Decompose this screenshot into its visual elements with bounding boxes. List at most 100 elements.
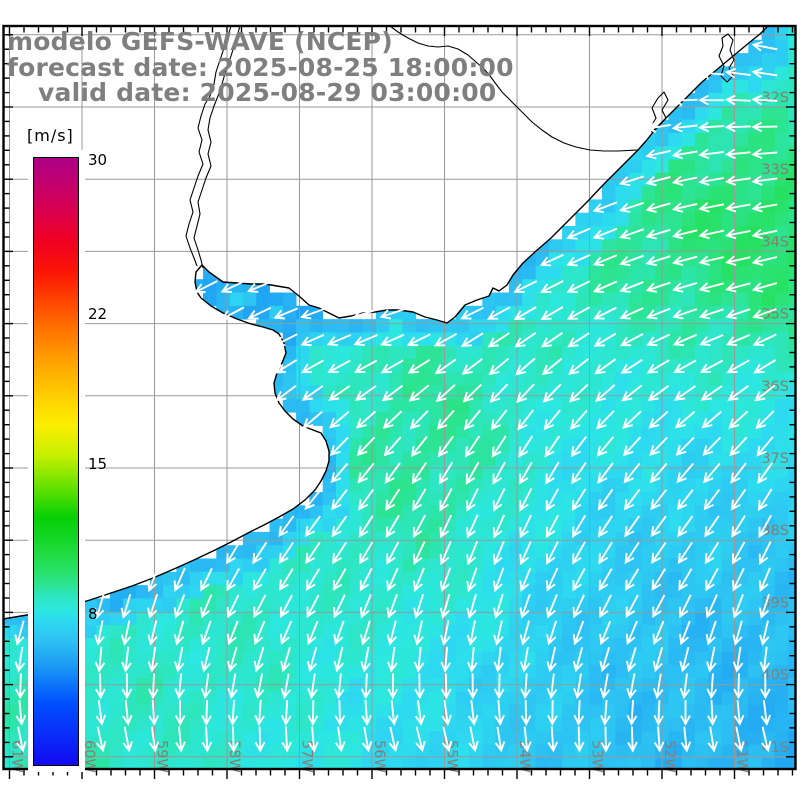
wind-arrow [645,175,671,187]
wind-arrow [300,359,324,374]
wind-arrow [439,514,453,539]
wind-arrow [519,593,531,619]
wind-arrow [673,359,697,373]
wind-arrow [593,332,617,347]
colorbar-tick-label-8: 8 [88,605,98,623]
wind-arrow [148,699,160,726]
wind-arrow [280,699,292,726]
wind-arrow [414,673,425,700]
wind-arrow [754,384,776,402]
wind-arrow [751,175,778,186]
wind-arrow [519,646,531,673]
wind-arrow [626,647,637,673]
wind-arrow [671,148,698,160]
wind-arrow [546,620,558,646]
wind-arrow [334,726,346,753]
wind-arrow [671,228,698,240]
wind-arrow [760,699,772,726]
wind-arrow [358,488,375,511]
wind-arrow [434,358,457,375]
wind-arrow [227,647,238,673]
wind-arrow [645,228,671,240]
wind-arrow [730,488,747,511]
wind-arrow [415,726,426,753]
wind-arrow [361,699,372,727]
wind-arrow [521,726,532,753]
wind-arrow [486,306,511,320]
wind-arrow [698,255,725,266]
wind-arrow [597,488,614,511]
wind-arrow [121,646,132,673]
colorbar-tick-label-30: 30 [88,151,108,169]
wind-arrow [413,567,425,592]
wind-arrow [645,122,671,133]
wind-arrow [679,646,690,673]
wind-arrow [679,620,691,646]
wind-arrow [304,515,321,538]
wind-arrow [571,488,587,512]
wind-arrow [599,647,611,673]
wind-arrow [120,593,132,620]
wind-arrows-layer [14,40,778,753]
wind-arrow [649,462,668,484]
wind-arrow [386,593,398,619]
wind-arrow [461,358,483,375]
wind-arrow [566,306,591,320]
wind-arrow [354,359,378,373]
wind-arrow [356,436,376,457]
land-polygon [3,26,768,619]
wind-arrow [759,620,770,646]
wind-arrow [173,594,186,619]
wind-arrow [625,594,639,618]
wind-arrow [492,567,505,593]
wind-arrow [435,384,456,403]
wind-arrow [352,308,378,320]
wind-arrow [619,333,644,347]
wind-arrow [308,726,319,753]
wind-arrow [333,594,346,619]
lon-label-59W: 59W [154,740,170,773]
wind-arrow [122,726,133,753]
wind-arrow [671,202,698,213]
wind-arrow [732,646,744,673]
wind-arrow [572,646,584,673]
wind-arrow [678,568,693,592]
lon-label-57W: 57W [299,740,315,773]
wind-arrow [441,726,453,753]
wind-arrow [751,255,778,266]
wind-arrow [487,332,510,348]
wind-arrow [757,488,773,512]
wind-arrow [493,646,505,673]
wind-arrow [672,333,697,347]
wind-arrow [703,489,721,511]
wind-arrow [94,593,105,620]
wind-arrow [407,358,431,374]
wind-arrow [519,620,530,646]
colorbar-tick-label-15: 15 [88,455,108,473]
wind-arrow [619,281,644,293]
wind-arrow [725,255,751,266]
wind-arrow [539,280,564,293]
wind-arrow [467,646,478,673]
wind-arrow [120,620,132,646]
forecast-date-text: forecast date: 2025-08-25 18:00:00 [7,52,514,82]
wind-arrow [676,489,694,511]
lon-label-60W: 60W [81,740,97,773]
wind-arrow [490,409,508,431]
wind-arrow [174,673,185,700]
wind-arrow [494,699,505,727]
wind-arrow [278,515,295,538]
wind-arrow [647,385,670,401]
wind-arrow [568,358,590,375]
wind-arrow [545,514,559,539]
wind-arrow [388,726,399,753]
wind-arrow [220,306,245,320]
wind-arrow [649,436,668,457]
wind-arrow [624,541,640,565]
wind-arrow [275,384,297,402]
wind-arrow [492,461,506,485]
wind-arrow [724,148,751,160]
wind-arrow [703,462,721,484]
wind-arrow [572,620,585,646]
wind-arrow [467,673,479,700]
